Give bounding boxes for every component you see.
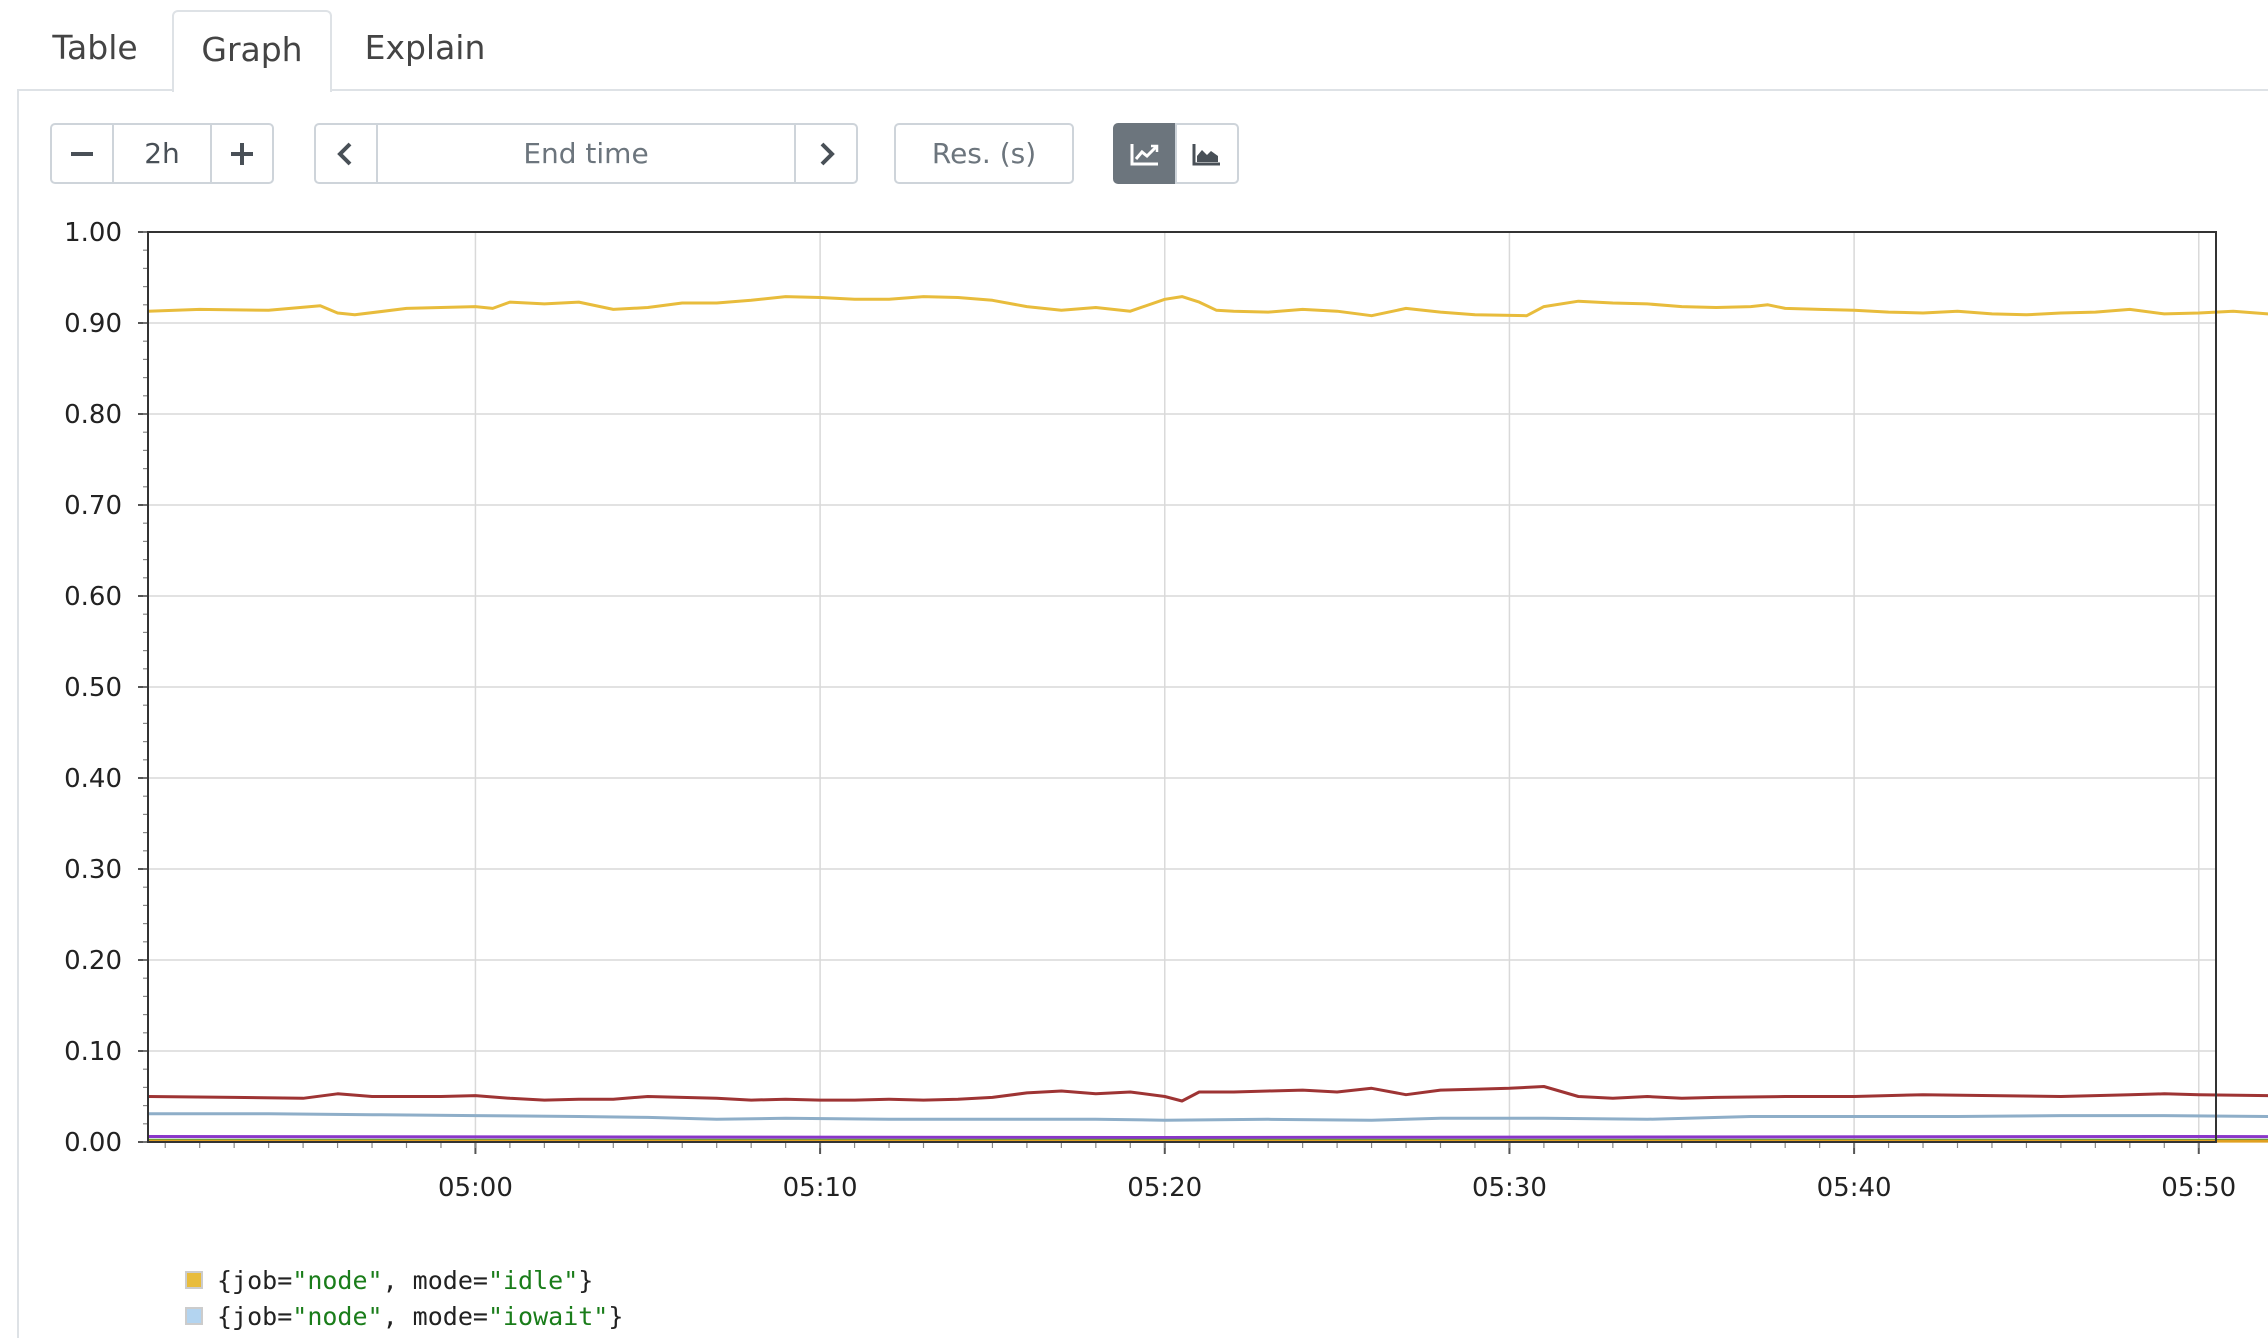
legend-item-iowait[interactable]: {job="node", mode="iowait"} xyxy=(185,1298,623,1334)
chevron-left-icon xyxy=(337,142,352,165)
legend: {job="node", mode="idle"} {job="node", m… xyxy=(185,1262,623,1334)
tab-explain[interactable]: Explain xyxy=(364,28,486,67)
legend-swatch-idle xyxy=(185,1271,203,1289)
y-tick-label: 0.00 xyxy=(64,1128,122,1158)
prev-time-button[interactable] xyxy=(314,123,378,184)
line-chart-icon xyxy=(1130,143,1159,165)
minus-icon xyxy=(71,151,93,156)
y-tick-label: 0.70 xyxy=(64,491,122,521)
y-tick-label: 0.20 xyxy=(64,946,122,976)
x-tick-label: 05:40 xyxy=(1817,1173,1892,1203)
decrease-range-button[interactable] xyxy=(50,123,114,184)
series-line-1[interactable] xyxy=(147,1085,2268,1103)
resolution-group: Res. (s) xyxy=(894,123,1074,184)
y-tick-label: 0.40 xyxy=(64,764,122,794)
increase-range-button[interactable] xyxy=(210,123,274,184)
stacked-mode-button[interactable] xyxy=(1175,123,1239,184)
plus-icon xyxy=(231,142,253,165)
series-line-2[interactable] xyxy=(148,1112,2268,1122)
legend-label-idle: {job="node", mode="idle"} xyxy=(217,1265,594,1295)
tab-table[interactable]: Table xyxy=(52,28,138,67)
chart-mode-toggle xyxy=(1113,123,1239,184)
legend-label-iowait: {job="node", mode="iowait"} xyxy=(217,1301,624,1331)
end-time-input[interactable]: End time xyxy=(376,123,796,184)
x-tick-label: 05:20 xyxy=(1127,1173,1202,1203)
y-tick-label: 1.00 xyxy=(64,218,122,248)
y-tick-label: 0.90 xyxy=(64,309,122,339)
line-mode-button[interactable] xyxy=(1113,123,1177,184)
plot-frame xyxy=(147,231,2217,1143)
y-tick-label: 0.60 xyxy=(64,582,122,612)
y-tick-label: 0.80 xyxy=(64,400,122,430)
end-time-group: End time xyxy=(314,123,858,184)
resolution-input[interactable]: Res. (s) xyxy=(894,123,1074,184)
graph-panel xyxy=(17,90,2268,1338)
chart-series xyxy=(147,295,2268,1143)
x-tick-label: 05:10 xyxy=(783,1173,858,1203)
x-tick-label: 05:50 xyxy=(2161,1173,2236,1203)
y-tick-label: 0.10 xyxy=(64,1037,122,1067)
y-axis: 1.00 0.90 0.80 0.70 0.60 0.50 0.40 0.30 0.20 0.10… xyxy=(64,218,148,1158)
y-tick-label: 0.30 xyxy=(64,855,122,885)
series-line-3[interactable] xyxy=(147,1135,2268,1139)
x-tick-label: 05:00 xyxy=(438,1173,513,1203)
chevron-right-icon xyxy=(820,142,835,165)
x-tick-label: 05:30 xyxy=(1472,1173,1547,1203)
y-tick-label: 0.50 xyxy=(64,673,122,703)
series-line-0[interactable] xyxy=(147,295,2268,347)
area-chart-icon xyxy=(1192,143,1220,165)
chart-grid xyxy=(148,231,2216,1143)
tab-divider xyxy=(17,89,2268,91)
range-input-group: 2h xyxy=(50,123,274,184)
time-series-chart: 1.00 0.90 0.80 0.70 0.60 0.50 0.40 0.30 0.20 0.10… xyxy=(64,218,2268,1203)
tab-bar: Table Graph Explain xyxy=(0,0,2268,92)
legend-item-idle[interactable]: {job="node", mode="idle"} xyxy=(185,1262,623,1298)
tab-graph[interactable]: Graph xyxy=(172,10,332,92)
x-axis: 05:0005:1005:2005:3005:4005:5006:0006:10… xyxy=(164,1142,2236,1203)
next-time-button[interactable] xyxy=(794,123,858,184)
legend-swatch-iowait xyxy=(185,1307,203,1325)
